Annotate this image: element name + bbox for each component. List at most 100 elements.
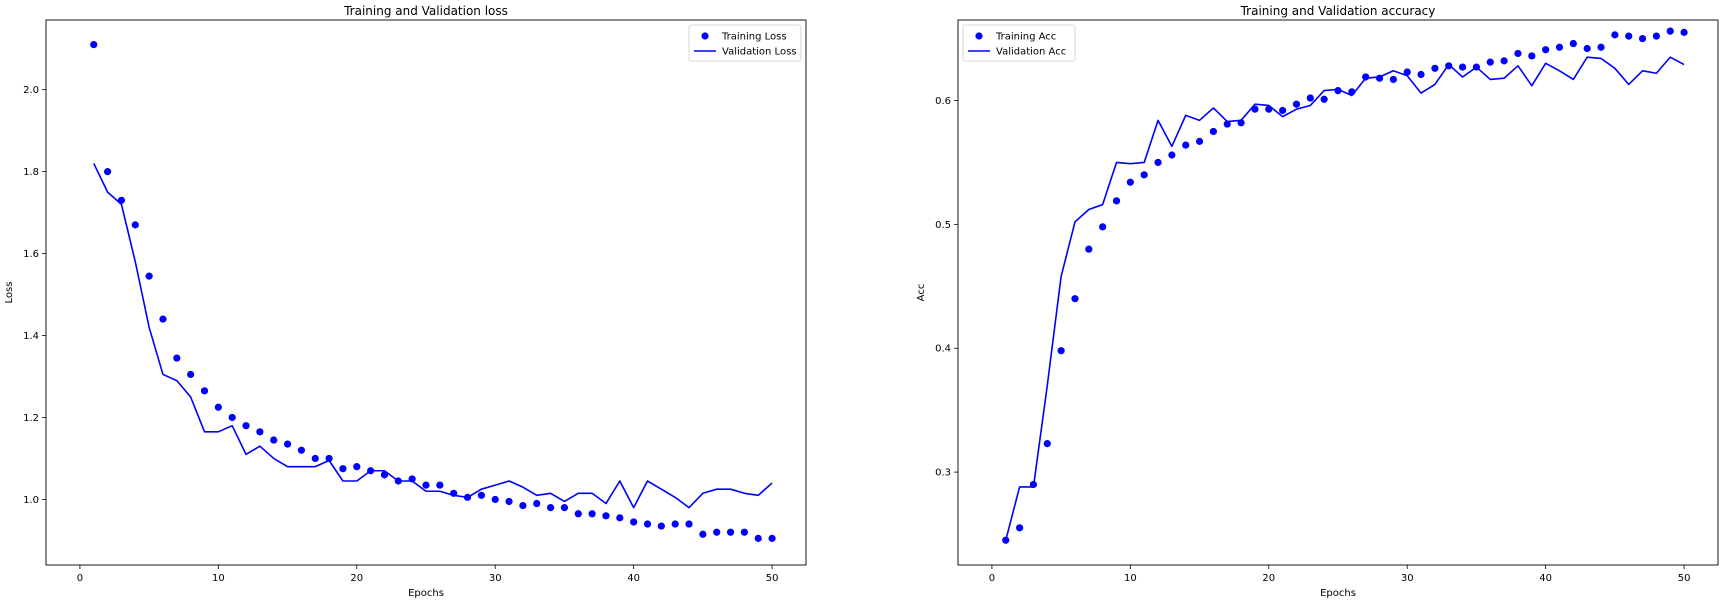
data-point xyxy=(1099,223,1107,231)
x-tick-label: 40 xyxy=(1539,573,1552,584)
data-point xyxy=(713,528,721,536)
x-tick-label: 20 xyxy=(350,573,363,584)
legend-label: Training Loss xyxy=(721,32,787,43)
data-point xyxy=(699,530,707,538)
data-point xyxy=(1528,52,1536,60)
y-tick-label: 1.8 xyxy=(23,167,39,178)
data-point xyxy=(768,534,776,542)
legend: Training Loss Validation Loss xyxy=(688,24,802,62)
data-point xyxy=(1569,39,1577,48)
y-tick-label: 1.2 xyxy=(23,413,39,424)
x-tick-label: 10 xyxy=(212,573,225,584)
data-point xyxy=(1182,141,1190,149)
data-point xyxy=(214,403,222,411)
y-tick-label: 0.6 xyxy=(935,96,951,107)
data-point xyxy=(283,440,292,448)
y-tick-label: 1.6 xyxy=(23,249,39,260)
x-tick-label: 0 xyxy=(77,573,83,584)
data-point xyxy=(1292,100,1301,108)
plot-frame xyxy=(45,19,807,566)
x-tick-label: 20 xyxy=(1262,573,1275,584)
data-point xyxy=(519,501,527,510)
legend-dot-marker xyxy=(701,32,709,40)
data-point xyxy=(104,168,112,176)
data-point xyxy=(1140,171,1148,179)
data-point xyxy=(1597,43,1605,51)
series-line-1 xyxy=(1004,56,1685,541)
x-tick-label: 50 xyxy=(1678,573,1691,584)
data-point xyxy=(1306,94,1314,102)
data-point xyxy=(657,522,665,530)
data-point xyxy=(1043,440,1051,448)
y-axis-label: Acc xyxy=(916,284,927,302)
data-point xyxy=(228,413,236,422)
data-point xyxy=(1320,95,1328,103)
data-point xyxy=(325,454,333,463)
data-point xyxy=(339,465,347,473)
data-point xyxy=(200,387,209,395)
y-tick-label: 0.3 xyxy=(935,468,951,479)
data-point xyxy=(1666,27,1674,35)
legend-label: Validation Acc xyxy=(996,47,1066,58)
data-point xyxy=(1500,57,1508,65)
data-point xyxy=(574,510,582,518)
data-point xyxy=(187,370,195,379)
legend: Training Acc Validation Acc xyxy=(962,24,1076,62)
data-point xyxy=(1431,64,1439,72)
x-tick-label: 0 xyxy=(989,573,995,584)
chart-title: Training and Validation loss xyxy=(343,4,508,18)
data-point xyxy=(131,221,139,229)
loss-chart: Training and Validation loss 0 10 20 30 40 50 1… xyxy=(4,4,807,599)
data-point xyxy=(1555,43,1564,51)
data-point xyxy=(546,504,555,512)
data-point xyxy=(671,520,679,528)
x-tick-label: 40 xyxy=(627,573,640,584)
data-point xyxy=(297,446,306,454)
data-point xyxy=(588,510,596,518)
data-point xyxy=(1071,295,1079,303)
data-point xyxy=(1085,245,1093,253)
data-point xyxy=(256,428,264,436)
y-tick-label: 0.4 xyxy=(935,344,951,355)
data-point xyxy=(353,463,361,471)
data-point xyxy=(1680,28,1688,36)
y-axis-label: Loss xyxy=(4,282,15,304)
legend-box xyxy=(962,24,1076,62)
data-point xyxy=(505,497,513,506)
data-point xyxy=(159,315,167,323)
y-tick-label: 2.0 xyxy=(23,85,39,96)
legend-dot-marker xyxy=(975,32,983,40)
data-point xyxy=(242,422,250,430)
data-point xyxy=(616,514,624,522)
data-point xyxy=(1209,127,1218,136)
data-point xyxy=(1638,34,1647,43)
data-point xyxy=(145,272,153,280)
legend-label: Training Acc xyxy=(995,32,1056,43)
data-point xyxy=(1195,137,1204,145)
data-point xyxy=(630,518,638,526)
data-point xyxy=(436,481,444,489)
data-point xyxy=(560,504,569,512)
chart-title: Training and Validation accuracy xyxy=(1240,4,1436,18)
x-axis-label: Epochs xyxy=(408,588,444,599)
plot-frame xyxy=(957,19,1719,566)
legend-label: Validation Loss xyxy=(722,47,797,58)
data-point xyxy=(726,528,735,536)
data-point xyxy=(685,520,693,528)
data-point xyxy=(1168,151,1176,159)
legend-box xyxy=(688,24,802,62)
data-point xyxy=(740,528,749,536)
data-point xyxy=(602,512,610,520)
data-point xyxy=(1611,31,1619,39)
data-point xyxy=(422,481,430,489)
data-point xyxy=(270,436,278,444)
data-point xyxy=(1542,46,1550,54)
x-axis-label: Epochs xyxy=(1320,588,1356,599)
data-point xyxy=(1223,120,1231,128)
data-point xyxy=(643,520,652,528)
data-point xyxy=(173,354,181,362)
x-tick-label: 50 xyxy=(766,573,779,584)
data-point xyxy=(1625,32,1633,40)
data-point xyxy=(1389,75,1397,84)
